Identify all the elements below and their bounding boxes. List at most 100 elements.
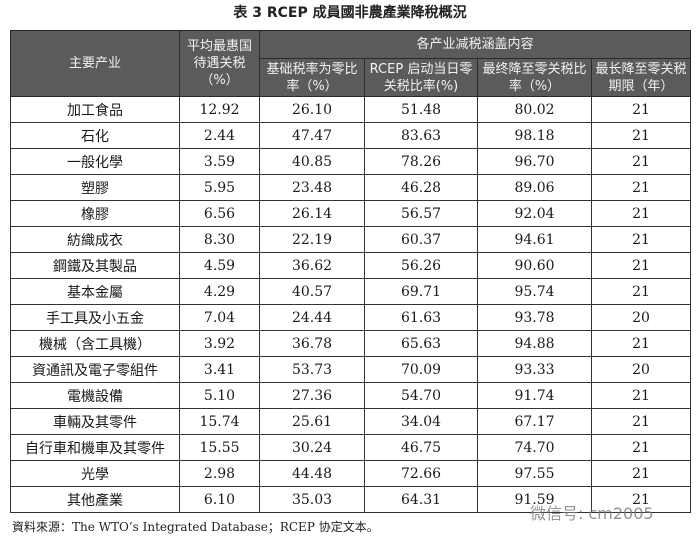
value-cell: 5.10 xyxy=(179,382,260,409)
value-cell: 21 xyxy=(590,278,692,305)
table-row: 一般化學 3.59 40.85 78.26 96.70 21 xyxy=(10,148,692,175)
table-row: 車輛及其零件 15.74 25.61 34.04 67.17 21 xyxy=(10,408,692,435)
value-cell: 21 xyxy=(590,174,692,201)
industry-cell: 塑膠 xyxy=(10,174,180,201)
table-row: 手工具及小五金 7.04 24.44 61.63 93.78 20 xyxy=(10,304,692,331)
value-cell: 26.10 xyxy=(259,96,365,123)
value-cell: 26.14 xyxy=(259,200,365,227)
industry-cell: 車輛及其零件 xyxy=(10,408,180,435)
value-cell: 15.55 xyxy=(179,434,260,461)
value-cell: 7.04 xyxy=(179,304,260,331)
value-cell: 56.57 xyxy=(364,200,478,227)
value-cell: 90.60 xyxy=(477,252,592,279)
table-row: 機械（含工具機） 3.92 36.78 65.63 94.88 21 xyxy=(10,330,692,357)
industry-cell: 手工具及小五金 xyxy=(10,304,180,331)
value-cell: 40.85 xyxy=(259,148,365,175)
value-cell: 60.37 xyxy=(364,226,478,253)
industry-cell: 自行車和機車及其零件 xyxy=(10,434,180,461)
value-cell: 61.63 xyxy=(364,304,478,331)
value-cell: 3.41 xyxy=(179,356,260,383)
value-cell: 3.92 xyxy=(179,330,260,357)
value-cell: 30.24 xyxy=(259,434,365,461)
table-row: 加工食品 12.92 26.10 51.48 80.02 21 xyxy=(10,96,692,123)
industry-cell: 鋼鐵及其製品 xyxy=(10,252,180,279)
value-cell: 21 xyxy=(590,252,692,279)
value-cell: 72.66 xyxy=(364,460,478,487)
header-mfn: 平均最惠国待遇关税（%） xyxy=(179,30,260,97)
value-cell: 36.78 xyxy=(259,330,365,357)
value-cell: 21 xyxy=(590,460,692,487)
value-cell: 97.55 xyxy=(477,460,592,487)
value-cell: 46.28 xyxy=(364,174,478,201)
value-cell: 4.59 xyxy=(179,252,260,279)
value-cell: 21 xyxy=(590,382,692,409)
value-cell: 21 xyxy=(590,226,692,253)
value-cell: 34.04 xyxy=(364,408,478,435)
industry-cell: 基本金屬 xyxy=(10,278,180,305)
value-cell: 5.95 xyxy=(179,174,260,201)
industry-cell: 加工食品 xyxy=(10,96,180,123)
value-cell: 91.74 xyxy=(477,382,592,409)
header-industry: 主要产业 xyxy=(10,30,180,97)
header-base-zero: 基础税率为零比率（%） xyxy=(259,58,365,97)
value-cell: 94.61 xyxy=(477,226,592,253)
value-cell: 80.02 xyxy=(477,96,592,123)
value-cell: 74.70 xyxy=(477,434,592,461)
value-cell: 27.36 xyxy=(259,382,365,409)
table-row: 橡膠 6.56 26.14 56.57 92.04 21 xyxy=(10,200,692,227)
value-cell: 44.48 xyxy=(259,460,365,487)
value-cell: 21 xyxy=(590,200,692,227)
header-final-zero: 最终降至零关税比率（%） xyxy=(477,58,592,97)
value-cell: 21 xyxy=(590,330,692,357)
industry-cell: 電機設備 xyxy=(10,382,180,409)
value-cell: 96.70 xyxy=(477,148,592,175)
value-cell: 21 xyxy=(590,122,692,149)
value-cell: 94.88 xyxy=(477,330,592,357)
industry-cell: 一般化學 xyxy=(10,148,180,175)
value-cell: 20 xyxy=(590,304,692,331)
table-row: 電機設備 5.10 27.36 54.70 91.74 21 xyxy=(10,382,692,409)
value-cell: 2.44 xyxy=(179,122,260,149)
value-cell: 95.74 xyxy=(477,278,592,305)
value-cell: 89.06 xyxy=(477,174,592,201)
value-cell: 15.74 xyxy=(179,408,260,435)
table-row: 光學 2.98 44.48 72.66 97.55 21 xyxy=(10,460,692,487)
table-row: 鋼鐵及其製品 4.59 36.62 56.26 90.60 21 xyxy=(10,252,692,279)
industry-cell: 其他產業 xyxy=(10,486,180,513)
value-cell: 25.61 xyxy=(259,408,365,435)
value-cell: 8.30 xyxy=(179,226,260,253)
table-row: 資通訊及電子零組件 3.41 53.73 70.09 93.33 20 xyxy=(10,356,692,383)
value-cell: 6.56 xyxy=(179,200,260,227)
value-cell: 36.62 xyxy=(259,252,365,279)
value-cell: 54.70 xyxy=(364,382,478,409)
value-cell: 69.71 xyxy=(364,278,478,305)
value-cell: 2.98 xyxy=(179,460,260,487)
industry-cell: 資通訊及電子零組件 xyxy=(10,356,180,383)
value-cell: 12.92 xyxy=(179,96,260,123)
value-cell: 21 xyxy=(590,434,692,461)
value-cell: 35.03 xyxy=(259,486,365,513)
industry-cell: 橡膠 xyxy=(10,200,180,227)
header-group: 各产业减税涵盖内容 xyxy=(258,30,692,59)
value-cell: 65.63 xyxy=(364,330,478,357)
value-cell: 21 xyxy=(590,148,692,175)
value-cell: 21 xyxy=(590,96,692,123)
value-cell: 21 xyxy=(590,486,692,513)
industry-cell: 紡織成衣 xyxy=(10,226,180,253)
industry-cell: 石化 xyxy=(10,122,180,149)
value-cell: 24.44 xyxy=(259,304,365,331)
value-cell: 92.04 xyxy=(477,200,592,227)
watermark: 微信号: cm2005 xyxy=(530,504,654,523)
value-cell: 46.75 xyxy=(364,434,478,461)
value-cell: 78.26 xyxy=(364,148,478,175)
value-cell: 4.29 xyxy=(179,278,260,305)
value-cell: 21 xyxy=(590,408,692,435)
tariff-table: 主要产业 平均最惠国待遇关税（%） 各产业减税涵盖内容 基础税率为零比率（%） … xyxy=(10,30,692,513)
table-row: 基本金屬 4.29 40.57 69.71 95.74 21 xyxy=(10,278,692,305)
value-cell: 3.59 xyxy=(179,148,260,175)
source-footnote: 資料來源：The WTO’s Integrated Database；RCEP … xyxy=(12,520,379,534)
table-row: 紡織成衣 8.30 22.19 60.37 94.61 21 xyxy=(10,226,692,253)
table-row: 石化 2.44 47.47 83.63 98.18 21 xyxy=(10,122,692,149)
industry-cell: 光學 xyxy=(10,460,180,487)
value-cell: 23.48 xyxy=(259,174,365,201)
